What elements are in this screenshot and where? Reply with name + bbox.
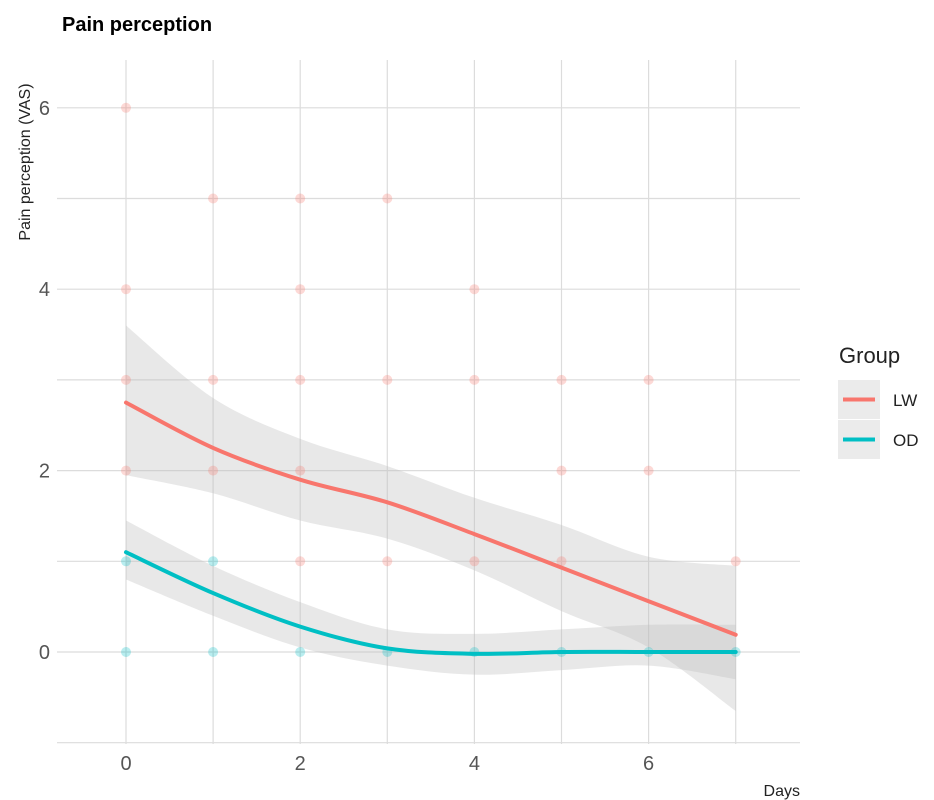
data-points xyxy=(121,102,741,657)
data-point-lw xyxy=(121,465,131,476)
series-line-lw xyxy=(124,400,738,637)
data-point-lw xyxy=(382,556,393,567)
data-point-od xyxy=(121,647,131,657)
x-tick-label: 6 xyxy=(643,753,654,775)
legend-label-lw: LW xyxy=(893,391,917,410)
series-lines xyxy=(124,400,738,656)
grid xyxy=(57,60,800,744)
data-point-lw xyxy=(208,374,219,385)
x-tick-label: 2 xyxy=(295,753,306,775)
y-tick-label: 2 xyxy=(39,461,50,483)
data-point-lw xyxy=(643,465,654,476)
chart-title: Pain perception xyxy=(62,14,212,36)
y-tick-label: 6 xyxy=(39,98,50,120)
data-point-lw xyxy=(295,465,306,476)
ci-band-od xyxy=(126,520,736,680)
y-tick-label: 0 xyxy=(39,642,50,664)
data-point-od xyxy=(121,556,131,567)
data-point-lw xyxy=(469,556,480,567)
x-tick-label: 0 xyxy=(120,753,131,775)
legend: Group LW OD xyxy=(838,343,919,459)
data-point-lw xyxy=(121,374,131,385)
legend-title: Group xyxy=(839,343,900,368)
data-point-lw xyxy=(643,374,654,385)
data-point-lw xyxy=(295,193,306,204)
y-axis-label: Pain perception (VAS) xyxy=(17,83,34,240)
series-line-od xyxy=(124,550,738,656)
data-point-lw xyxy=(121,102,131,113)
legend-items: LW OD xyxy=(838,380,919,459)
x-tick-label: 4 xyxy=(469,753,480,775)
data-point-od xyxy=(208,647,219,657)
data-point-lw xyxy=(382,374,393,385)
data-point-lw xyxy=(469,284,480,295)
data-point-lw xyxy=(556,374,567,385)
data-point-od xyxy=(208,556,219,567)
y-tick-label: 4 xyxy=(39,279,50,301)
data-point-od xyxy=(295,647,306,657)
data-point-lw xyxy=(556,556,567,567)
data-point-lw xyxy=(469,374,480,385)
data-point-lw xyxy=(295,374,306,385)
data-point-lw xyxy=(556,465,567,476)
data-point-lw xyxy=(295,284,306,295)
data-point-lw xyxy=(295,556,306,567)
data-point-lw xyxy=(208,465,219,476)
data-point-lw xyxy=(382,193,393,204)
legend-label-od: OD xyxy=(893,431,919,450)
data-point-lw xyxy=(730,556,741,567)
tick-labels: 0 2 4 6 0 2 4 6 xyxy=(39,98,654,775)
data-point-lw xyxy=(121,284,131,295)
x-axis-label: Days xyxy=(764,783,800,800)
data-point-lw xyxy=(208,193,219,204)
